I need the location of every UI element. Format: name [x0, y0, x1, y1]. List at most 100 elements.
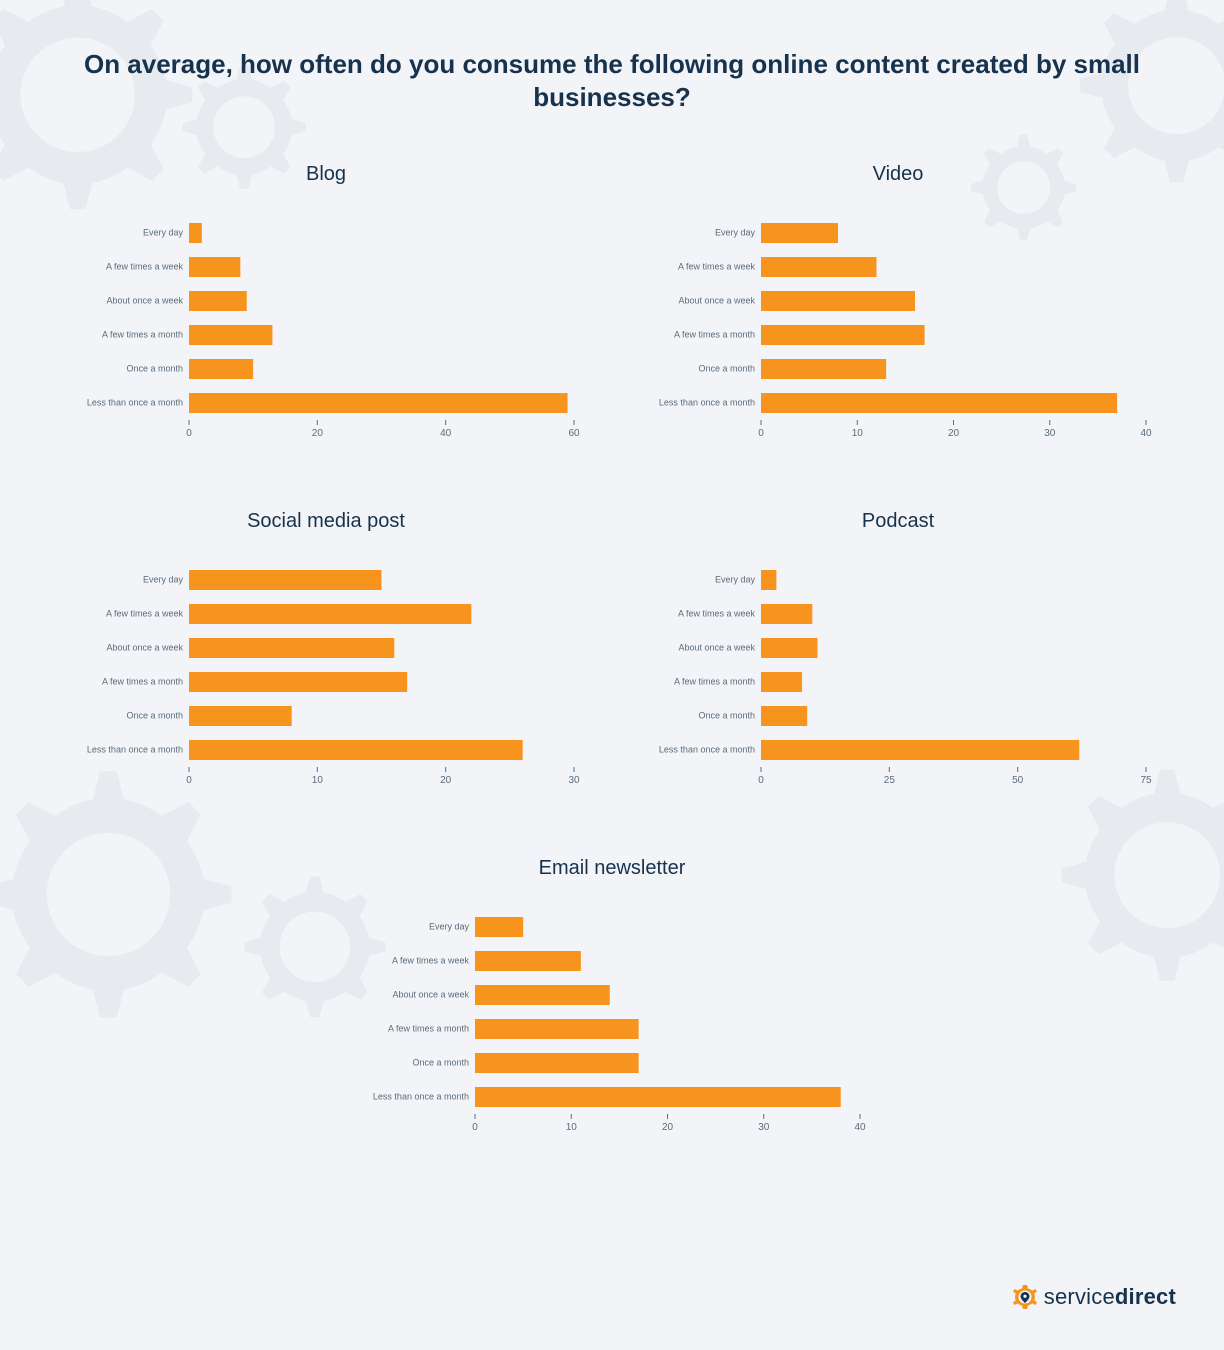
y-axis-label: Every day: [428, 921, 469, 931]
y-axis-label: Once a month: [698, 710, 755, 720]
y-axis-label: Less than once a month: [86, 744, 182, 754]
chart-title-email: Email newsletter: [539, 857, 686, 880]
y-axis-label: Every day: [142, 227, 183, 237]
y-axis-label: A few times a week: [677, 608, 755, 618]
x-tick-label: 30: [758, 1122, 770, 1133]
bar: [761, 604, 812, 624]
x-tick-label: 25: [883, 775, 895, 786]
bar-chart-social: Every day A few times a week About once a …: [69, 553, 584, 797]
x-tick-label: 40: [854, 1122, 866, 1133]
y-axis-label: A few times a month: [673, 329, 754, 339]
brand-logo: servicedirect: [1012, 1284, 1176, 1310]
bar: [475, 1087, 841, 1107]
y-axis-label: Once a month: [698, 363, 755, 373]
bar: [189, 638, 394, 658]
chart-title-social: Social media post: [247, 510, 405, 533]
bar: [761, 638, 817, 658]
y-axis-label: Every day: [142, 574, 183, 584]
chart-email: Email newsletter Every day A few times a …: [60, 857, 1164, 1144]
bar: [189, 393, 568, 413]
x-tick-label: 50: [1012, 775, 1024, 786]
bar: [761, 672, 802, 692]
bar: [189, 672, 407, 692]
x-tick-label: 10: [851, 428, 863, 439]
y-axis-label: Once a month: [126, 710, 183, 720]
x-tick-label: 20: [440, 775, 452, 786]
x-tick-label: 0: [472, 1122, 478, 1133]
chart-video: Video Every day A few times a week About o…: [632, 163, 1164, 450]
y-axis-label: Less than once a month: [658, 744, 754, 754]
y-axis-label: A few times a week: [391, 955, 469, 965]
brand-text-bold: direct: [1115, 1284, 1176, 1309]
brand-text: servicedirect: [1044, 1284, 1176, 1310]
bar-chart-blog: Every day A few times a week About once a …: [69, 206, 584, 450]
bar: [189, 706, 292, 726]
y-axis-label: A few times a week: [105, 608, 183, 618]
y-axis-label: A few times a week: [105, 261, 183, 271]
bar: [761, 570, 776, 590]
brand-text-light: service: [1044, 1284, 1115, 1309]
bar: [475, 917, 523, 937]
x-tick-label: 40: [1140, 428, 1152, 439]
bar: [189, 325, 272, 345]
bar: [189, 291, 247, 311]
bar: [761, 257, 877, 277]
y-axis-label: A few times a month: [101, 329, 182, 339]
bar: [189, 570, 382, 590]
page-title: On average, how often do you consume the…: [0, 0, 1224, 113]
bar: [475, 1019, 639, 1039]
bar: [761, 740, 1079, 760]
chart-blog: Blog Every day A few times a week About on…: [60, 163, 592, 450]
y-axis-label: Every day: [714, 574, 755, 584]
y-axis-label: A few times a month: [101, 676, 182, 686]
y-axis-label: A few times a month: [387, 1023, 468, 1033]
y-axis-label: About once a week: [106, 642, 183, 652]
bar: [761, 223, 838, 243]
y-axis-label: About once a week: [106, 295, 183, 305]
bar: [761, 706, 807, 726]
y-axis-label: Once a month: [412, 1057, 469, 1067]
x-tick-label: 0: [186, 775, 192, 786]
y-axis-label: About once a week: [678, 642, 755, 652]
brand-gear-icon: [1012, 1284, 1038, 1310]
x-tick-label: 0: [186, 428, 192, 439]
x-tick-label: 10: [565, 1122, 577, 1133]
bar-chart-video: Every day A few times a week About once a …: [641, 206, 1156, 450]
bar: [761, 393, 1117, 413]
y-axis-label: Once a month: [126, 363, 183, 373]
y-axis-label: Less than once a month: [86, 397, 182, 407]
x-tick-label: 20: [661, 1122, 673, 1133]
bar-chart-email: Every day A few times a week About once a …: [355, 900, 870, 1144]
chart-title-podcast: Podcast: [862, 510, 934, 533]
y-axis-label: A few times a month: [673, 676, 754, 686]
y-axis-label: Less than once a month: [372, 1091, 468, 1101]
x-tick-label: 40: [440, 428, 452, 439]
bar: [761, 325, 925, 345]
x-tick-label: 10: [311, 775, 323, 786]
chart-title-blog: Blog: [306, 163, 346, 186]
bar: [475, 985, 610, 1005]
x-tick-label: 30: [1044, 428, 1056, 439]
bar: [189, 604, 471, 624]
chart-social: Social media post Every day A few times a…: [60, 510, 592, 797]
x-tick-label: 30: [568, 775, 580, 786]
chart-title-video: Video: [873, 163, 924, 186]
y-axis-label: About once a week: [678, 295, 755, 305]
bar: [761, 359, 886, 379]
bar: [475, 1053, 639, 1073]
y-axis-label: About once a week: [392, 989, 469, 999]
y-axis-label: Every day: [714, 227, 755, 237]
bar: [761, 291, 915, 311]
x-tick-label: 20: [311, 428, 323, 439]
bar: [189, 257, 240, 277]
x-tick-label: 0: [758, 775, 764, 786]
x-tick-label: 20: [947, 428, 959, 439]
x-tick-label: 0: [758, 428, 764, 439]
bar: [189, 223, 202, 243]
x-tick-label: 75: [1140, 775, 1152, 786]
charts-grid: Blog Every day A few times a week About on…: [0, 113, 1224, 1144]
y-axis-label: A few times a week: [677, 261, 755, 271]
chart-podcast: Podcast Every day A few times a week About…: [632, 510, 1164, 797]
x-tick-label: 60: [568, 428, 580, 439]
y-axis-label: Less than once a month: [658, 397, 754, 407]
